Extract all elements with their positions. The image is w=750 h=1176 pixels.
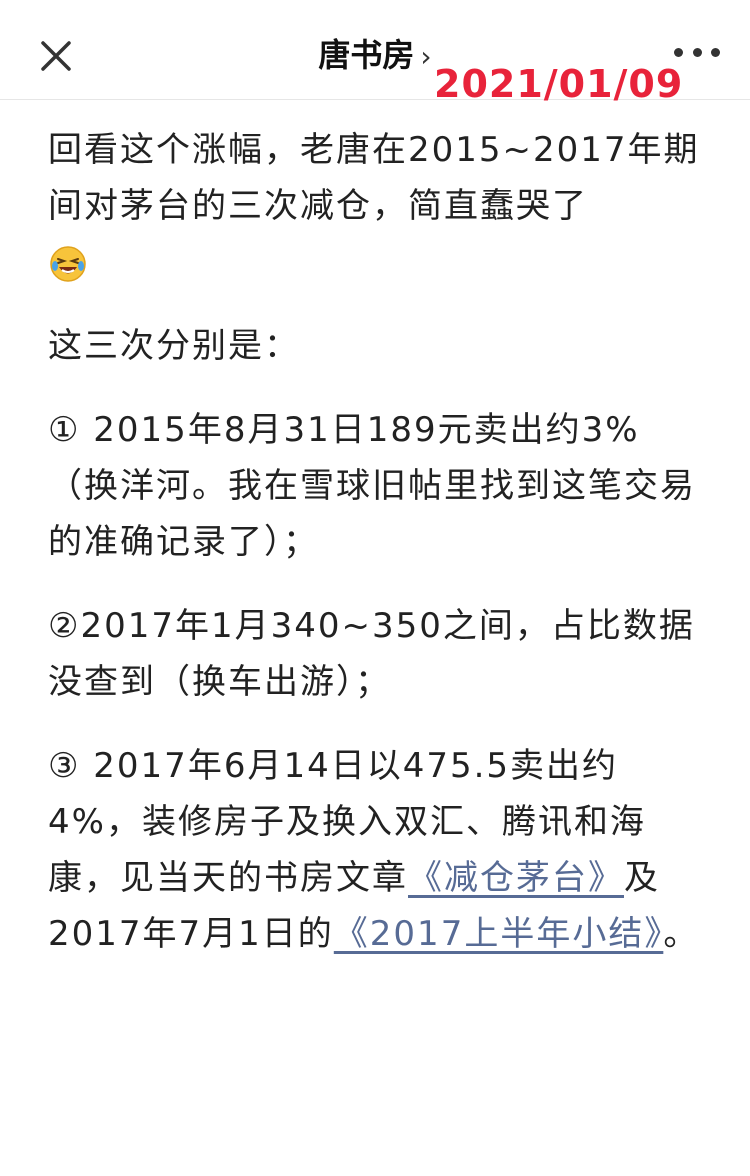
paragraph-4: ②2017年1月340~350之间，占比数据没查到（换车出游）； (48, 606, 695, 702)
top-nav-bar: 唐书房 › (0, 0, 750, 100)
more-button[interactable] (674, 40, 720, 64)
account-title[interactable]: 唐书房 (318, 36, 415, 74)
article-link-reduce-moutai[interactable]: 《减仓茅台》 (408, 858, 624, 898)
paragraph-1: 回看这个涨幅，老唐在2015~2017年期间对茅台的三次减仓，简直蠢哭了 (48, 122, 704, 290)
close-button[interactable] (30, 30, 82, 82)
paragraph-2: 这三次分别是： (48, 326, 300, 366)
paragraph-3: ① 2015年8月31日189元卖出约3%（换洋河。我在雪球旧帖里找到这笔交易的… (48, 410, 696, 562)
laughing-crying-face-icon (50, 245, 86, 282)
more-dot-icon (692, 47, 702, 57)
more-dot-icon (674, 47, 683, 57)
account-title-link[interactable]: 唐书房 › (0, 30, 750, 76)
article-link-2017-summary[interactable]: 《2017上半年小结》 (333, 914, 664, 954)
paragraph-1-text: 回看这个涨幅，老唐在2015~2017年期间对茅台的三次减仓，简直蠢哭了 (48, 130, 700, 226)
paragraph-5-mid: 及2017年7月1日的 (48, 858, 660, 954)
paragraph-5-end: 。 (663, 914, 700, 954)
more-dot-icon (711, 47, 720, 57)
article-body: 回看这个涨幅，老唐在2015~2017年期间对茅台的三次减仓，简直蠢哭了 这三次… (48, 122, 704, 990)
chevron-right-icon: › (420, 40, 432, 73)
paragraph-5-text: ③ 2017年6月14日以475.5卖出约4%，装修房子及换入双汇、腾讯和海康，… (48, 746, 646, 898)
close-icon (41, 41, 71, 71)
date-stamp: 2021/01/09 (434, 62, 684, 106)
paragraph-5: ③ 2017年6月14日以475.5卖出约4%，装修房子及换入双汇、腾讯和海康，… (48, 738, 704, 962)
